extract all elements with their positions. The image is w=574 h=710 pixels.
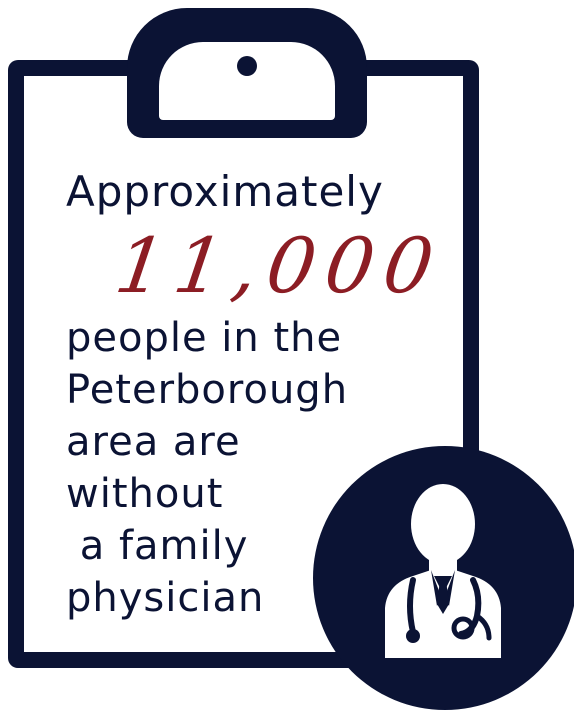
approximately-text: Approximately xyxy=(66,167,384,216)
clipboard-icon xyxy=(8,60,479,668)
statistic-text: Approximately 11,000 people in the Peter… xyxy=(66,164,449,624)
statistic-line-2: Peterborough xyxy=(66,367,349,413)
clipboard-clip-hole xyxy=(237,56,257,76)
clipboard-clip xyxy=(127,8,367,138)
statistic-line-5: a family xyxy=(66,523,249,569)
doctor-badge xyxy=(313,446,574,710)
statistic-number: 11,000 xyxy=(110,221,449,310)
statistic-line-1: people in the xyxy=(66,315,343,361)
statistic-line-3: area are xyxy=(66,419,241,465)
statistic-line-4: without xyxy=(66,471,224,517)
statistic-line-6: physician xyxy=(66,575,265,621)
doctor-icon xyxy=(385,484,501,658)
clipboard-clip-inner xyxy=(159,42,335,120)
